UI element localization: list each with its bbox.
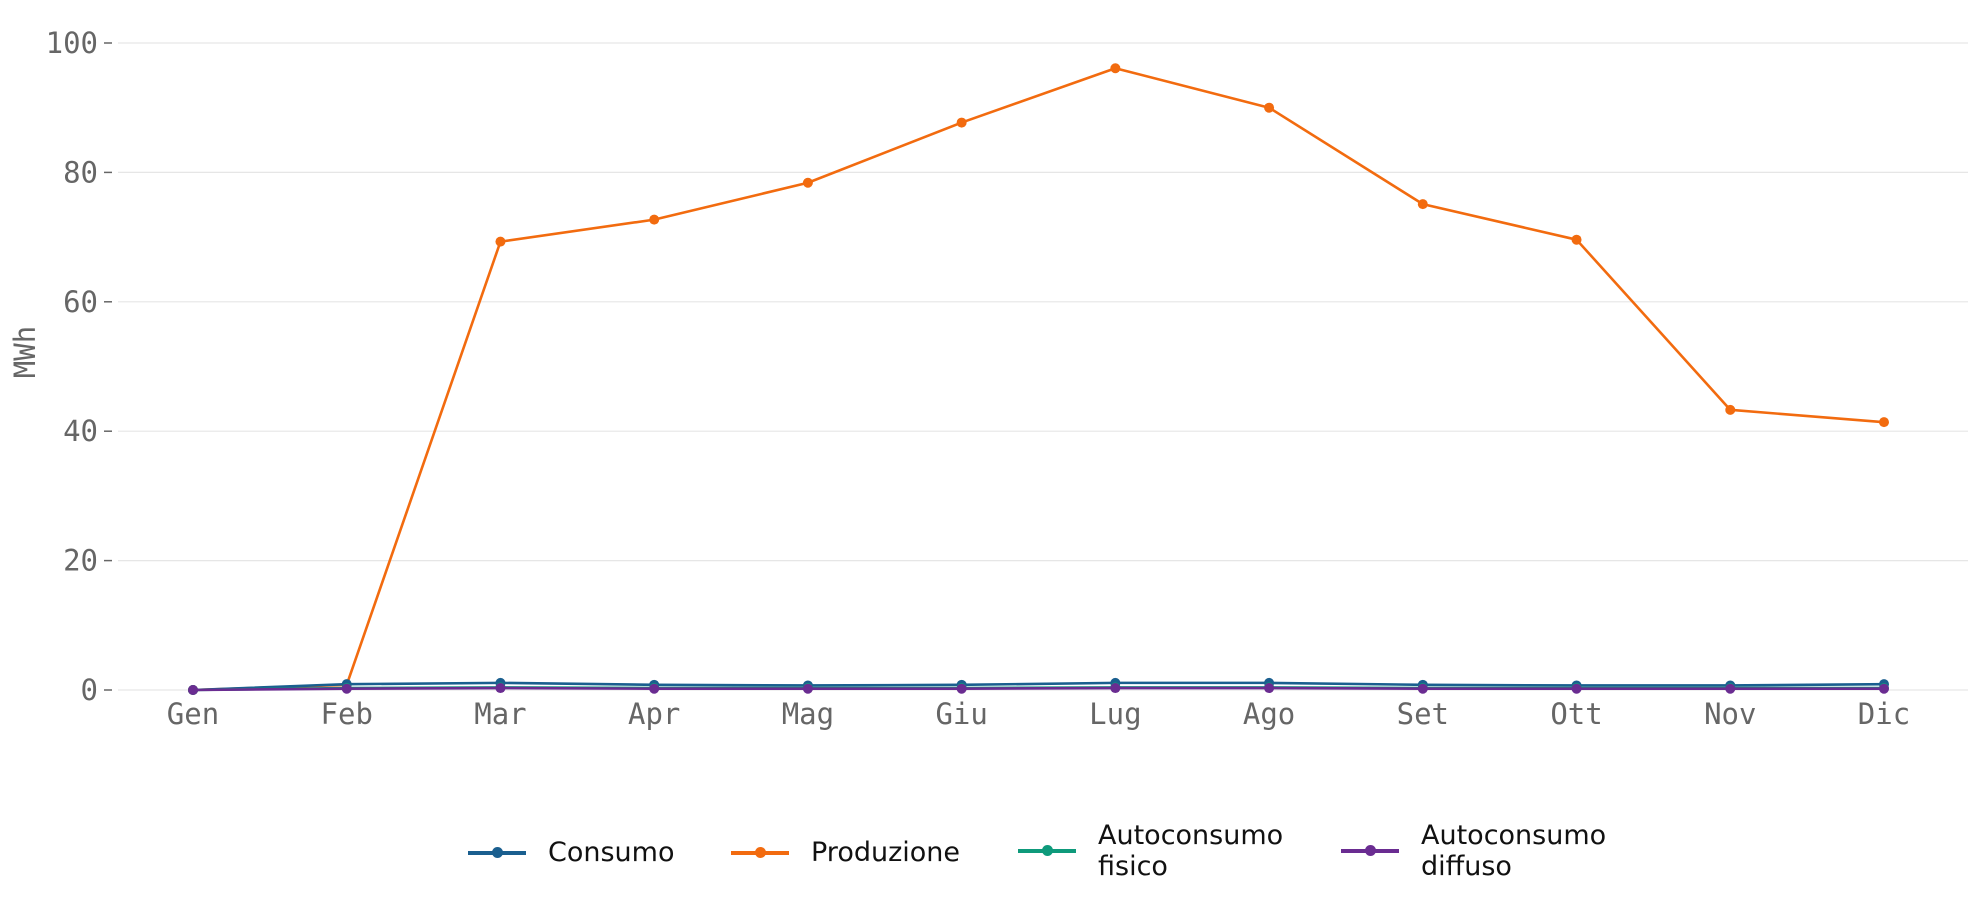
y-tick-label: 40 xyxy=(63,414,98,448)
x-tick-label: Nov xyxy=(1704,697,1756,731)
x-tick-label: Mag xyxy=(782,697,834,731)
x-tick-label: Set xyxy=(1397,697,1449,731)
data-point xyxy=(341,683,352,694)
data-point xyxy=(1264,683,1275,694)
x-tick-label: Dic xyxy=(1858,697,1910,731)
legend-swatch xyxy=(731,846,789,858)
legend-swatch xyxy=(468,846,526,858)
legend-item: Autoconsumo diffuso xyxy=(1341,820,1606,882)
data-point xyxy=(802,177,813,188)
y-axis-label: MWh xyxy=(8,326,42,378)
legend-label: Autoconsumo fisico xyxy=(1098,820,1284,882)
x-tick-label: Mar xyxy=(474,697,526,731)
y-axis: 0 20 40 60 80 100 xyxy=(46,26,112,707)
series-line xyxy=(192,686,1884,692)
data-point xyxy=(1879,683,1889,694)
data-point xyxy=(649,683,660,694)
legend-item: Consumo xyxy=(468,837,674,868)
data-point xyxy=(649,214,660,225)
legend-marker xyxy=(1042,845,1053,856)
data-point xyxy=(188,685,198,695)
legend-swatch xyxy=(1018,845,1076,856)
data-point xyxy=(1879,417,1889,428)
y-tick-label: 60 xyxy=(63,285,98,319)
series-group xyxy=(188,63,1889,695)
data-point xyxy=(1725,683,1736,694)
y-tick-label: 20 xyxy=(63,544,98,578)
x-tick-label: Feb xyxy=(321,697,373,731)
x-tick-label: Ago xyxy=(1243,697,1295,731)
x-axis: Gen Feb Mar Apr Mag Giu Lug Ago Set Ott Nov Dic xyxy=(167,697,1910,731)
series-produzione xyxy=(188,63,1889,695)
y-tick-label: 100 xyxy=(46,26,98,60)
data-point xyxy=(956,683,967,694)
legend-item: Autoconsumo fisico xyxy=(1018,820,1283,882)
data-point xyxy=(1725,404,1736,415)
data-point xyxy=(1417,683,1428,694)
series-autoconsumo-diffuso xyxy=(188,683,1889,695)
y-tick-label: 80 xyxy=(63,155,98,189)
data-point xyxy=(1571,234,1582,245)
x-tick-label: Lug xyxy=(1089,697,1141,731)
legend-label: Autoconsumo diffuso xyxy=(1421,820,1607,882)
data-point xyxy=(802,683,813,694)
series-line xyxy=(192,681,1885,692)
legend-marker xyxy=(492,846,503,858)
data-point xyxy=(1110,683,1121,694)
legend-swatch xyxy=(1341,845,1399,856)
legend-label: Produzione xyxy=(811,837,961,868)
x-tick-label: Giu xyxy=(935,697,987,731)
y-tick-label: 0 xyxy=(81,673,98,707)
x-tick-label: Ott xyxy=(1550,697,1602,731)
data-point xyxy=(1571,683,1582,694)
x-tick-label: Gen xyxy=(167,697,219,731)
legend-item: Produzione xyxy=(731,837,960,868)
data-point xyxy=(1417,199,1428,210)
data-point xyxy=(1264,102,1275,113)
legend: Consumo Produzione Autoconsumo fisico Autoc… xyxy=(0,812,1978,892)
data-point xyxy=(495,236,506,247)
legend-label: Consumo xyxy=(548,837,675,868)
x-tick-label: Apr xyxy=(628,697,680,731)
data-point xyxy=(495,683,506,694)
data-point xyxy=(956,117,967,128)
data-point xyxy=(1110,63,1121,74)
legend-marker xyxy=(755,846,766,858)
legend-marker xyxy=(1365,845,1376,856)
series-line xyxy=(192,66,1885,692)
